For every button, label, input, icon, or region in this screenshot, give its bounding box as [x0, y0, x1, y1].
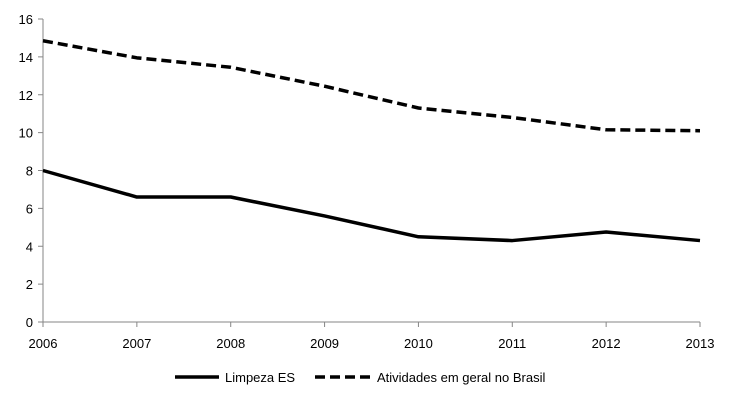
x-tick-label: 2006	[29, 336, 58, 351]
series-line-atividades-em-geral-no-brasil	[42, 39, 701, 133]
y-tick-label: 12	[19, 88, 33, 103]
x-tick-label: 2009	[310, 336, 339, 351]
x-tick-label: 2012	[592, 336, 621, 351]
y-tick-label: 10	[19, 126, 33, 141]
legend-label: Limpeza ES	[225, 370, 295, 385]
legend-label: Atividades em geral no Brasil	[377, 370, 545, 385]
y-tick-label: 0	[26, 315, 33, 330]
y-tick-label: 8	[26, 164, 33, 179]
y-tick-label: 14	[19, 50, 33, 65]
y-tick-label: 4	[26, 239, 33, 254]
y-tick-label: 6	[26, 201, 33, 216]
legend: Limpeza ES Atividades em geral no Brasil	[175, 370, 545, 385]
series-line-limpeza-es	[42, 168, 701, 243]
x-tick-label: 2008	[216, 336, 245, 351]
x-tick-label: 2013	[686, 336, 715, 351]
y-tick-label: 16	[19, 12, 33, 27]
plot-area: 0 2 4 6 8 10 12 14 16 2006 2007 2008 2009 2010 2011 201…	[19, 12, 715, 351]
x-tick-label: 2010	[404, 336, 433, 351]
y-tick-label: 2	[26, 277, 33, 292]
x-tick-label: 2007	[122, 336, 151, 351]
x-tick-label: 2011	[498, 336, 526, 351]
